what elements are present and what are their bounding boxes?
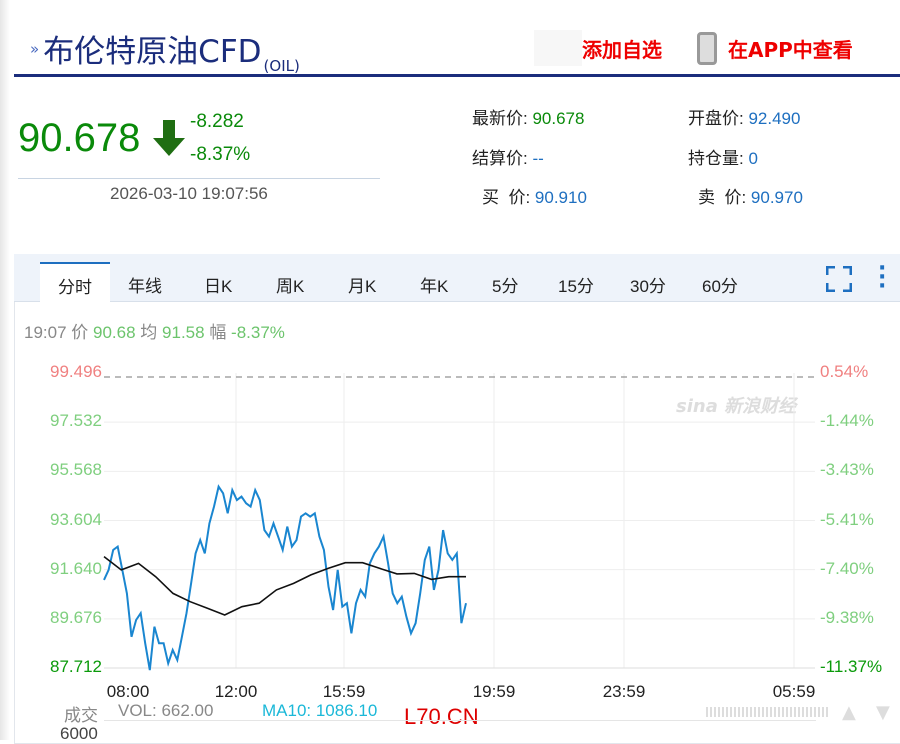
tab-5min[interactable]: 5分 (492, 277, 519, 296)
tab-15min[interactable]: 15分 (558, 277, 594, 296)
y-tick-right: 0.54% (820, 362, 869, 381)
instrument-name: 布伦特原油CFD (43, 34, 262, 70)
chart-scrollbar[interactable] (706, 707, 830, 717)
chart-tabs (14, 254, 900, 302)
y-tick-right: -5.41% (820, 509, 874, 529)
header-divider (14, 74, 900, 77)
tab-60min[interactable]: 60分 (702, 277, 738, 296)
y-tick-left: 97.532 (50, 411, 102, 431)
tab-yearline[interactable]: 年线 (128, 277, 162, 296)
chevron-right-icon: » (30, 39, 40, 58)
field-bid: 买 价: 90.910 (482, 188, 587, 207)
price-change-pct: -8.37% (190, 144, 251, 165)
volume-divider (104, 720, 816, 721)
scroll-up-icon[interactable]: ▲ (842, 702, 856, 723)
page-edge (0, 0, 10, 740)
y-tick-right: -1.44% (820, 411, 874, 431)
field-ask: 卖 价: 90.970 (698, 188, 803, 207)
sina-watermark-logo: sina 新浪财经 (676, 396, 797, 417)
y-tick-left: 95.568 (50, 460, 102, 480)
field-open: 开盘价: 92.490 (688, 109, 801, 128)
add-watchlist-button[interactable]: 添加自选 (582, 38, 662, 62)
x-tick: 19:59 (472, 682, 516, 701)
overlay-text: L70.CN (404, 704, 479, 729)
arrow-down-icon (153, 120, 185, 156)
divider (18, 178, 380, 179)
volume-ma10: MA10: 1086.10 (262, 701, 378, 720)
scroll-down-icon[interactable]: ▼ (876, 702, 890, 723)
x-tick: 15:59 (322, 682, 366, 701)
tab-weekly[interactable]: 周K (276, 277, 305, 296)
field-latest: 最新价: 90.678 (472, 109, 585, 128)
y-tick-left: 89.676 (50, 607, 102, 627)
tab-monthly[interactable]: 月K (348, 277, 377, 296)
tab-yearly[interactable]: 年K (420, 277, 449, 296)
page-title: » 布伦特原油CFD (OIL) (30, 26, 300, 75)
y-tick-right: -7.40% (820, 558, 874, 578)
average-line (103, 555, 466, 616)
more-options-icon[interactable]: · · · (878, 256, 887, 299)
volume-label: 成交 (64, 706, 98, 725)
volume-axis-top: 6000 (60, 724, 98, 743)
tab-daily[interactable]: 日K (204, 277, 233, 296)
field-settle: 结算价: -- (472, 149, 544, 168)
instrument-symbol: (OIL) (263, 57, 300, 75)
fullscreen-icon[interactable] (826, 266, 852, 292)
y-tick-left: 87.712 (50, 657, 102, 676)
price-change: -8.282 (190, 111, 244, 132)
quote-time: 2026-03-10 19:07:56 (110, 184, 268, 203)
placeholder-box (534, 30, 582, 66)
tab-30min[interactable]: 30分 (630, 277, 666, 296)
y-tick-left: 99.496 (50, 362, 102, 381)
view-in-app-button[interactable]: 在APP中查看 (728, 38, 853, 62)
x-tick: 08:00 (106, 682, 150, 701)
tab-intraday[interactable]: 分时 (40, 262, 110, 303)
field-open-interest: 持仓量: 0 (688, 149, 758, 168)
y-tick-left: 93.604 (50, 509, 102, 529)
x-tick: 12:00 (214, 682, 258, 701)
current-price: 90.678 (18, 116, 141, 160)
x-tick: 23:59 (602, 682, 646, 701)
chart-info-bar: 19:07 价 90.68 均 91.58 幅 -8.37% (24, 323, 285, 342)
y-tick-left: 91.640 (50, 558, 102, 578)
volume-value: VOL: 662.00 (118, 701, 214, 720)
price-line (103, 484, 467, 671)
x-tick: 05:59 (772, 682, 816, 701)
y-tick-right: -9.38% (820, 607, 874, 627)
phone-icon[interactable] (697, 32, 717, 65)
y-tick-right: -3.43% (820, 460, 874, 480)
y-tick-right: -11.37% (820, 657, 883, 676)
